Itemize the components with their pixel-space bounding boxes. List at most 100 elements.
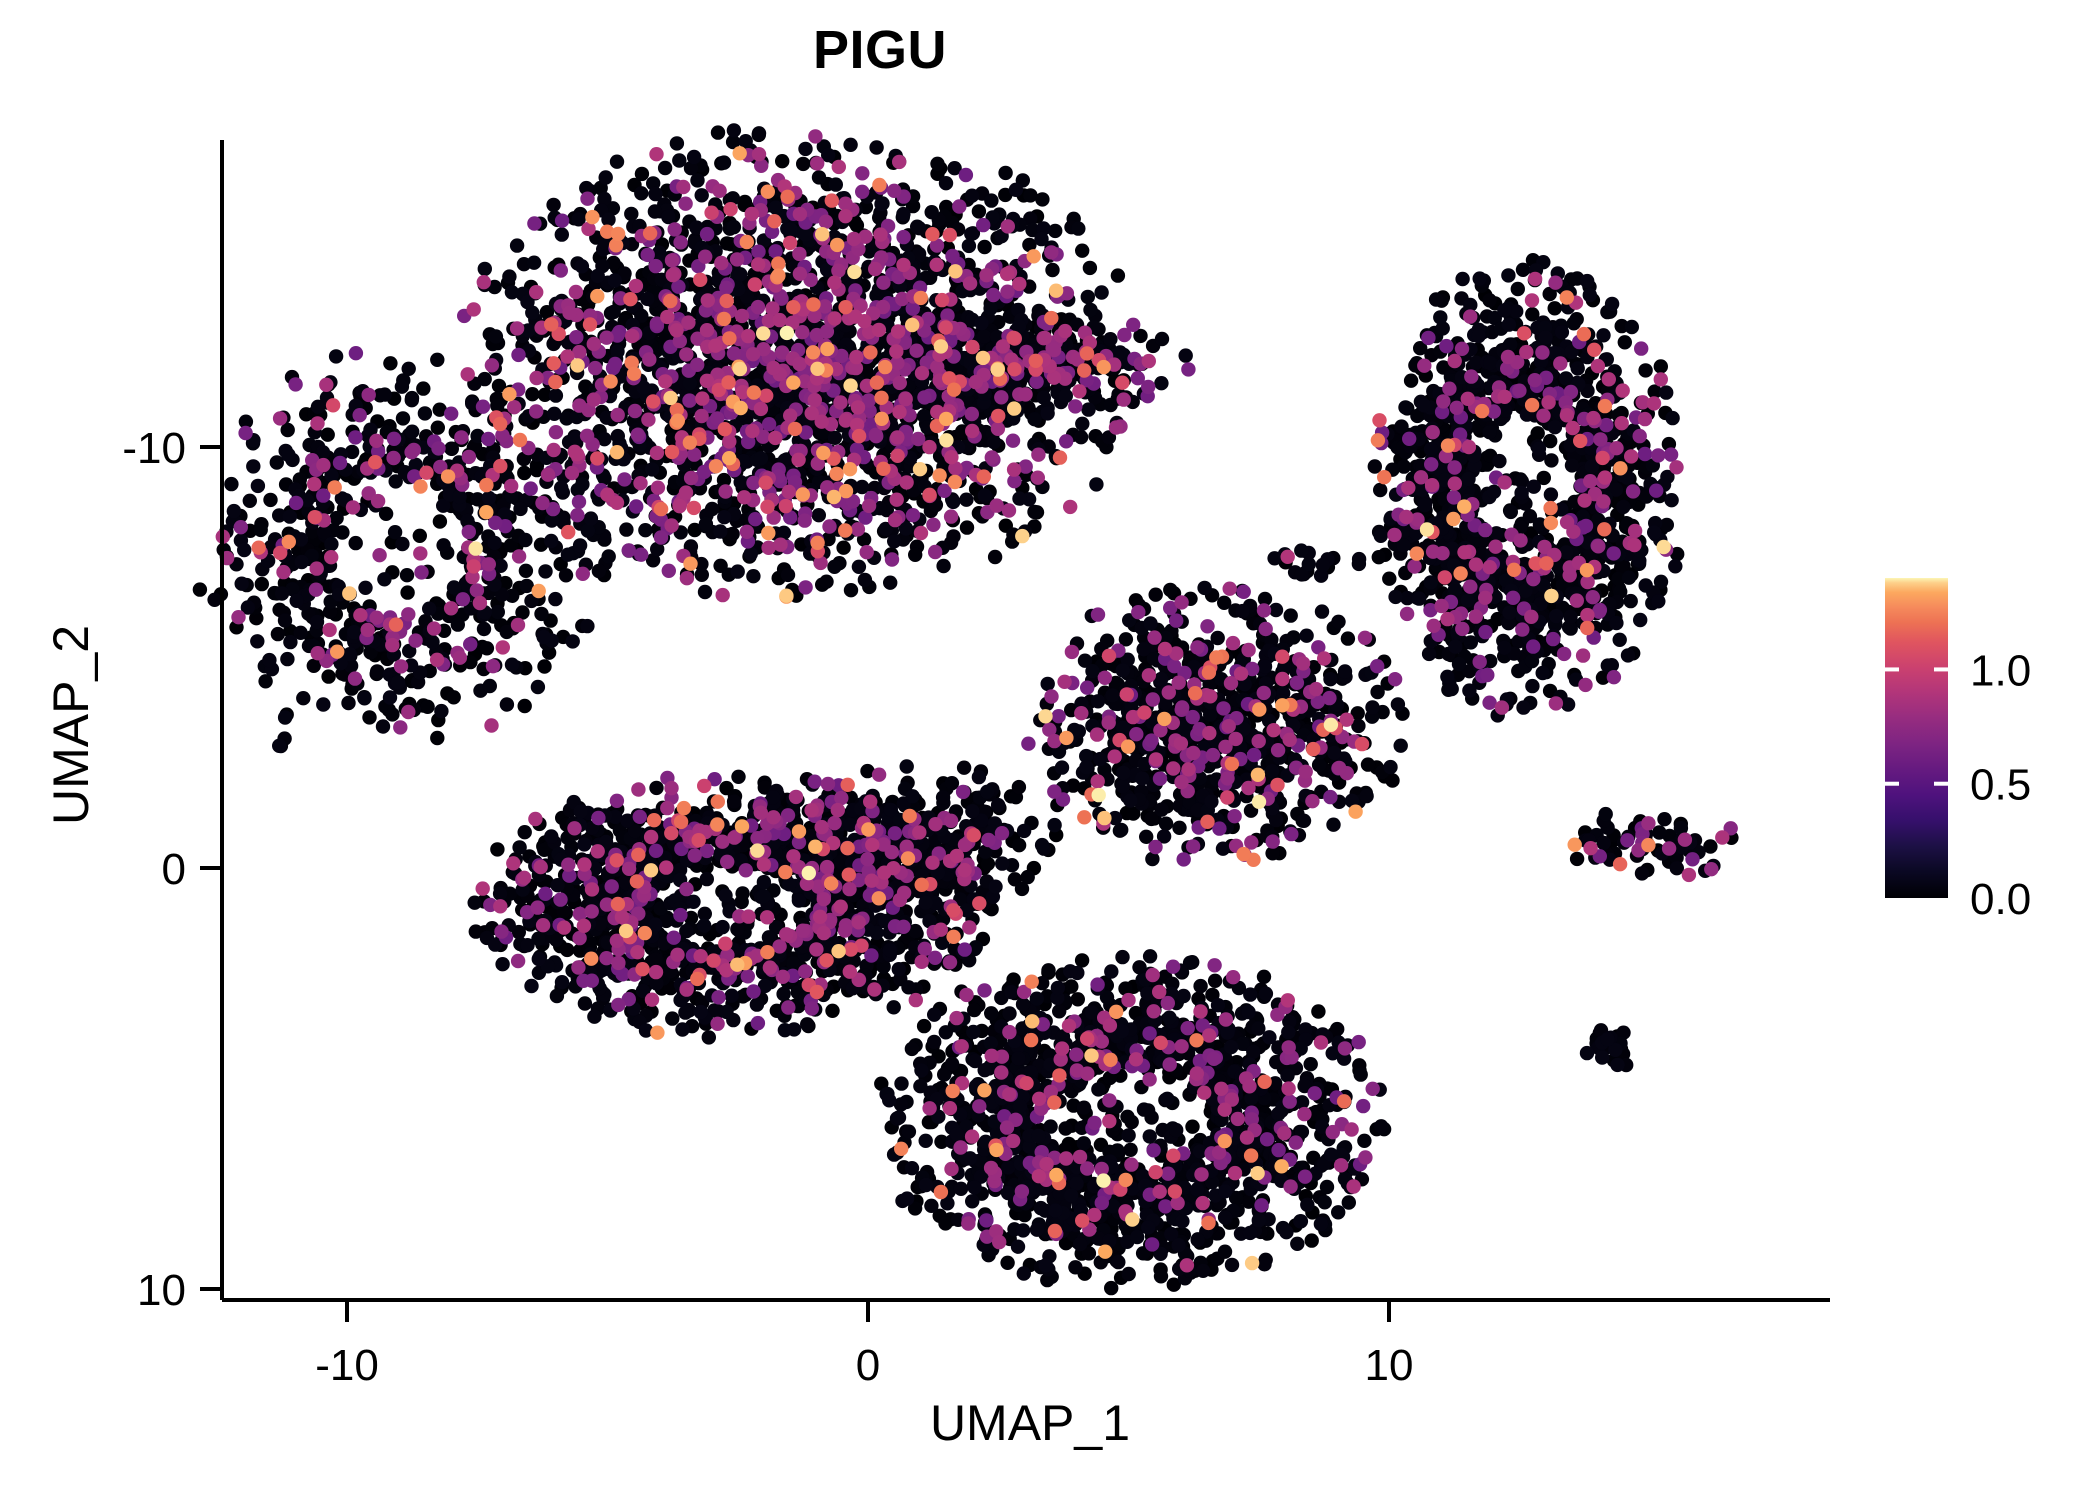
scatter-point <box>908 547 923 562</box>
scatter-point <box>1542 286 1557 302</box>
scatter-point <box>971 204 987 219</box>
scatter-point <box>1217 595 1232 610</box>
scatter-point <box>1011 838 1027 853</box>
scatter-point <box>518 532 533 548</box>
scatter-point <box>1207 973 1223 988</box>
scatter-point <box>1045 262 1060 278</box>
scatter-point <box>948 360 964 376</box>
scatter-point <box>811 170 827 185</box>
scatter-point <box>1000 1255 1015 1271</box>
scatter-point <box>296 691 311 706</box>
scatter-point <box>1241 1194 1256 1209</box>
scatter-point <box>730 921 745 937</box>
scatter-point <box>1074 1120 1090 1136</box>
scatter-point <box>494 587 510 602</box>
scatter-point <box>1566 316 1582 331</box>
scatter-point <box>1482 293 1497 308</box>
scatter-point <box>430 352 445 367</box>
scatter-point <box>934 1134 949 1150</box>
scatter-point <box>1403 373 1419 388</box>
scatter-point <box>1634 866 1650 881</box>
scatter-point <box>499 697 515 712</box>
scatter-point <box>725 134 741 150</box>
scatter-point <box>1126 806 1141 821</box>
scatter-point <box>869 140 884 155</box>
scatter-point <box>515 605 530 620</box>
scatter-point <box>224 476 239 492</box>
scatter-point <box>512 840 527 855</box>
scatter-point <box>735 886 750 901</box>
scatter-point <box>450 617 465 632</box>
scatter-point <box>192 582 208 597</box>
scatter-point <box>476 621 492 637</box>
scatter-point <box>1657 812 1672 827</box>
scatter-point <box>606 304 621 320</box>
scatter-point <box>1462 664 1477 679</box>
scatter-point <box>1371 550 1387 565</box>
scatter-point <box>534 606 549 622</box>
scatter-point <box>904 1041 920 1057</box>
scatter-point <box>242 493 257 508</box>
scatter-point <box>944 1056 960 1072</box>
scatter-point <box>927 1034 942 1050</box>
scatter-point <box>1058 1121 1073 1136</box>
scatter-point <box>430 730 445 746</box>
scatter-point <box>1048 223 1063 239</box>
scatter-point <box>341 695 356 711</box>
scatter-point <box>517 825 532 840</box>
scatter-point <box>701 1030 716 1045</box>
scatter-point <box>249 611 264 626</box>
scatter-point <box>843 583 859 598</box>
scatter-point <box>1144 811 1159 827</box>
scatter-point <box>1264 632 1279 647</box>
scatter-point <box>499 624 514 640</box>
scatter-point <box>1357 1133 1372 1149</box>
scatter-point <box>1382 571 1397 586</box>
scatter-point <box>546 197 561 213</box>
scatter-point <box>690 173 705 188</box>
scatter-point <box>1035 192 1050 207</box>
scatter-point <box>1228 1190 1244 1206</box>
scatter-point <box>634 186 649 201</box>
scatter-point <box>726 794 742 809</box>
scatter-point <box>1319 1179 1335 1195</box>
scatter-point <box>796 156 811 172</box>
scatter-point <box>1652 825 1667 840</box>
scatter-point <box>1035 976 1050 991</box>
scatter-point <box>207 592 222 607</box>
scatter-point <box>258 674 273 689</box>
scatter-point <box>1536 470 1552 486</box>
scatter-point <box>1617 335 1633 350</box>
scatter-point <box>1076 1100 1092 1115</box>
scatter-point <box>1135 1246 1151 1261</box>
scatter-point <box>511 924 526 940</box>
scatter-point <box>694 567 709 582</box>
scatter-point <box>329 510 344 526</box>
scatter-point <box>624 206 639 222</box>
scatter-point <box>1104 1280 1119 1296</box>
scatter-point <box>924 1198 939 1214</box>
scatter-point <box>606 255 621 271</box>
scatter-point <box>277 613 293 628</box>
scatter-point <box>293 625 308 640</box>
scatter-point <box>1068 1260 1083 1275</box>
scatter-point <box>1070 992 1086 1007</box>
scatter-point <box>1123 1142 1138 1158</box>
scatter-point <box>1133 328 1148 344</box>
scatter-point <box>731 769 746 784</box>
scatter-point <box>1153 1269 1169 1284</box>
scatter-point <box>725 526 740 542</box>
scatter-point <box>1154 331 1170 347</box>
scatter-point <box>1023 211 1038 226</box>
scatter-point <box>648 952 663 967</box>
scatter-point <box>959 520 975 535</box>
scatter-point <box>1110 268 1126 283</box>
scatter-point <box>775 154 790 169</box>
scatter-point <box>1340 631 1356 646</box>
scatter-point <box>1071 221 1086 236</box>
scatter-point <box>253 522 268 538</box>
scatter-point <box>1082 260 1098 276</box>
scatter-point <box>444 441 459 456</box>
scatter-point <box>412 528 427 543</box>
scatter-point <box>908 923 923 939</box>
